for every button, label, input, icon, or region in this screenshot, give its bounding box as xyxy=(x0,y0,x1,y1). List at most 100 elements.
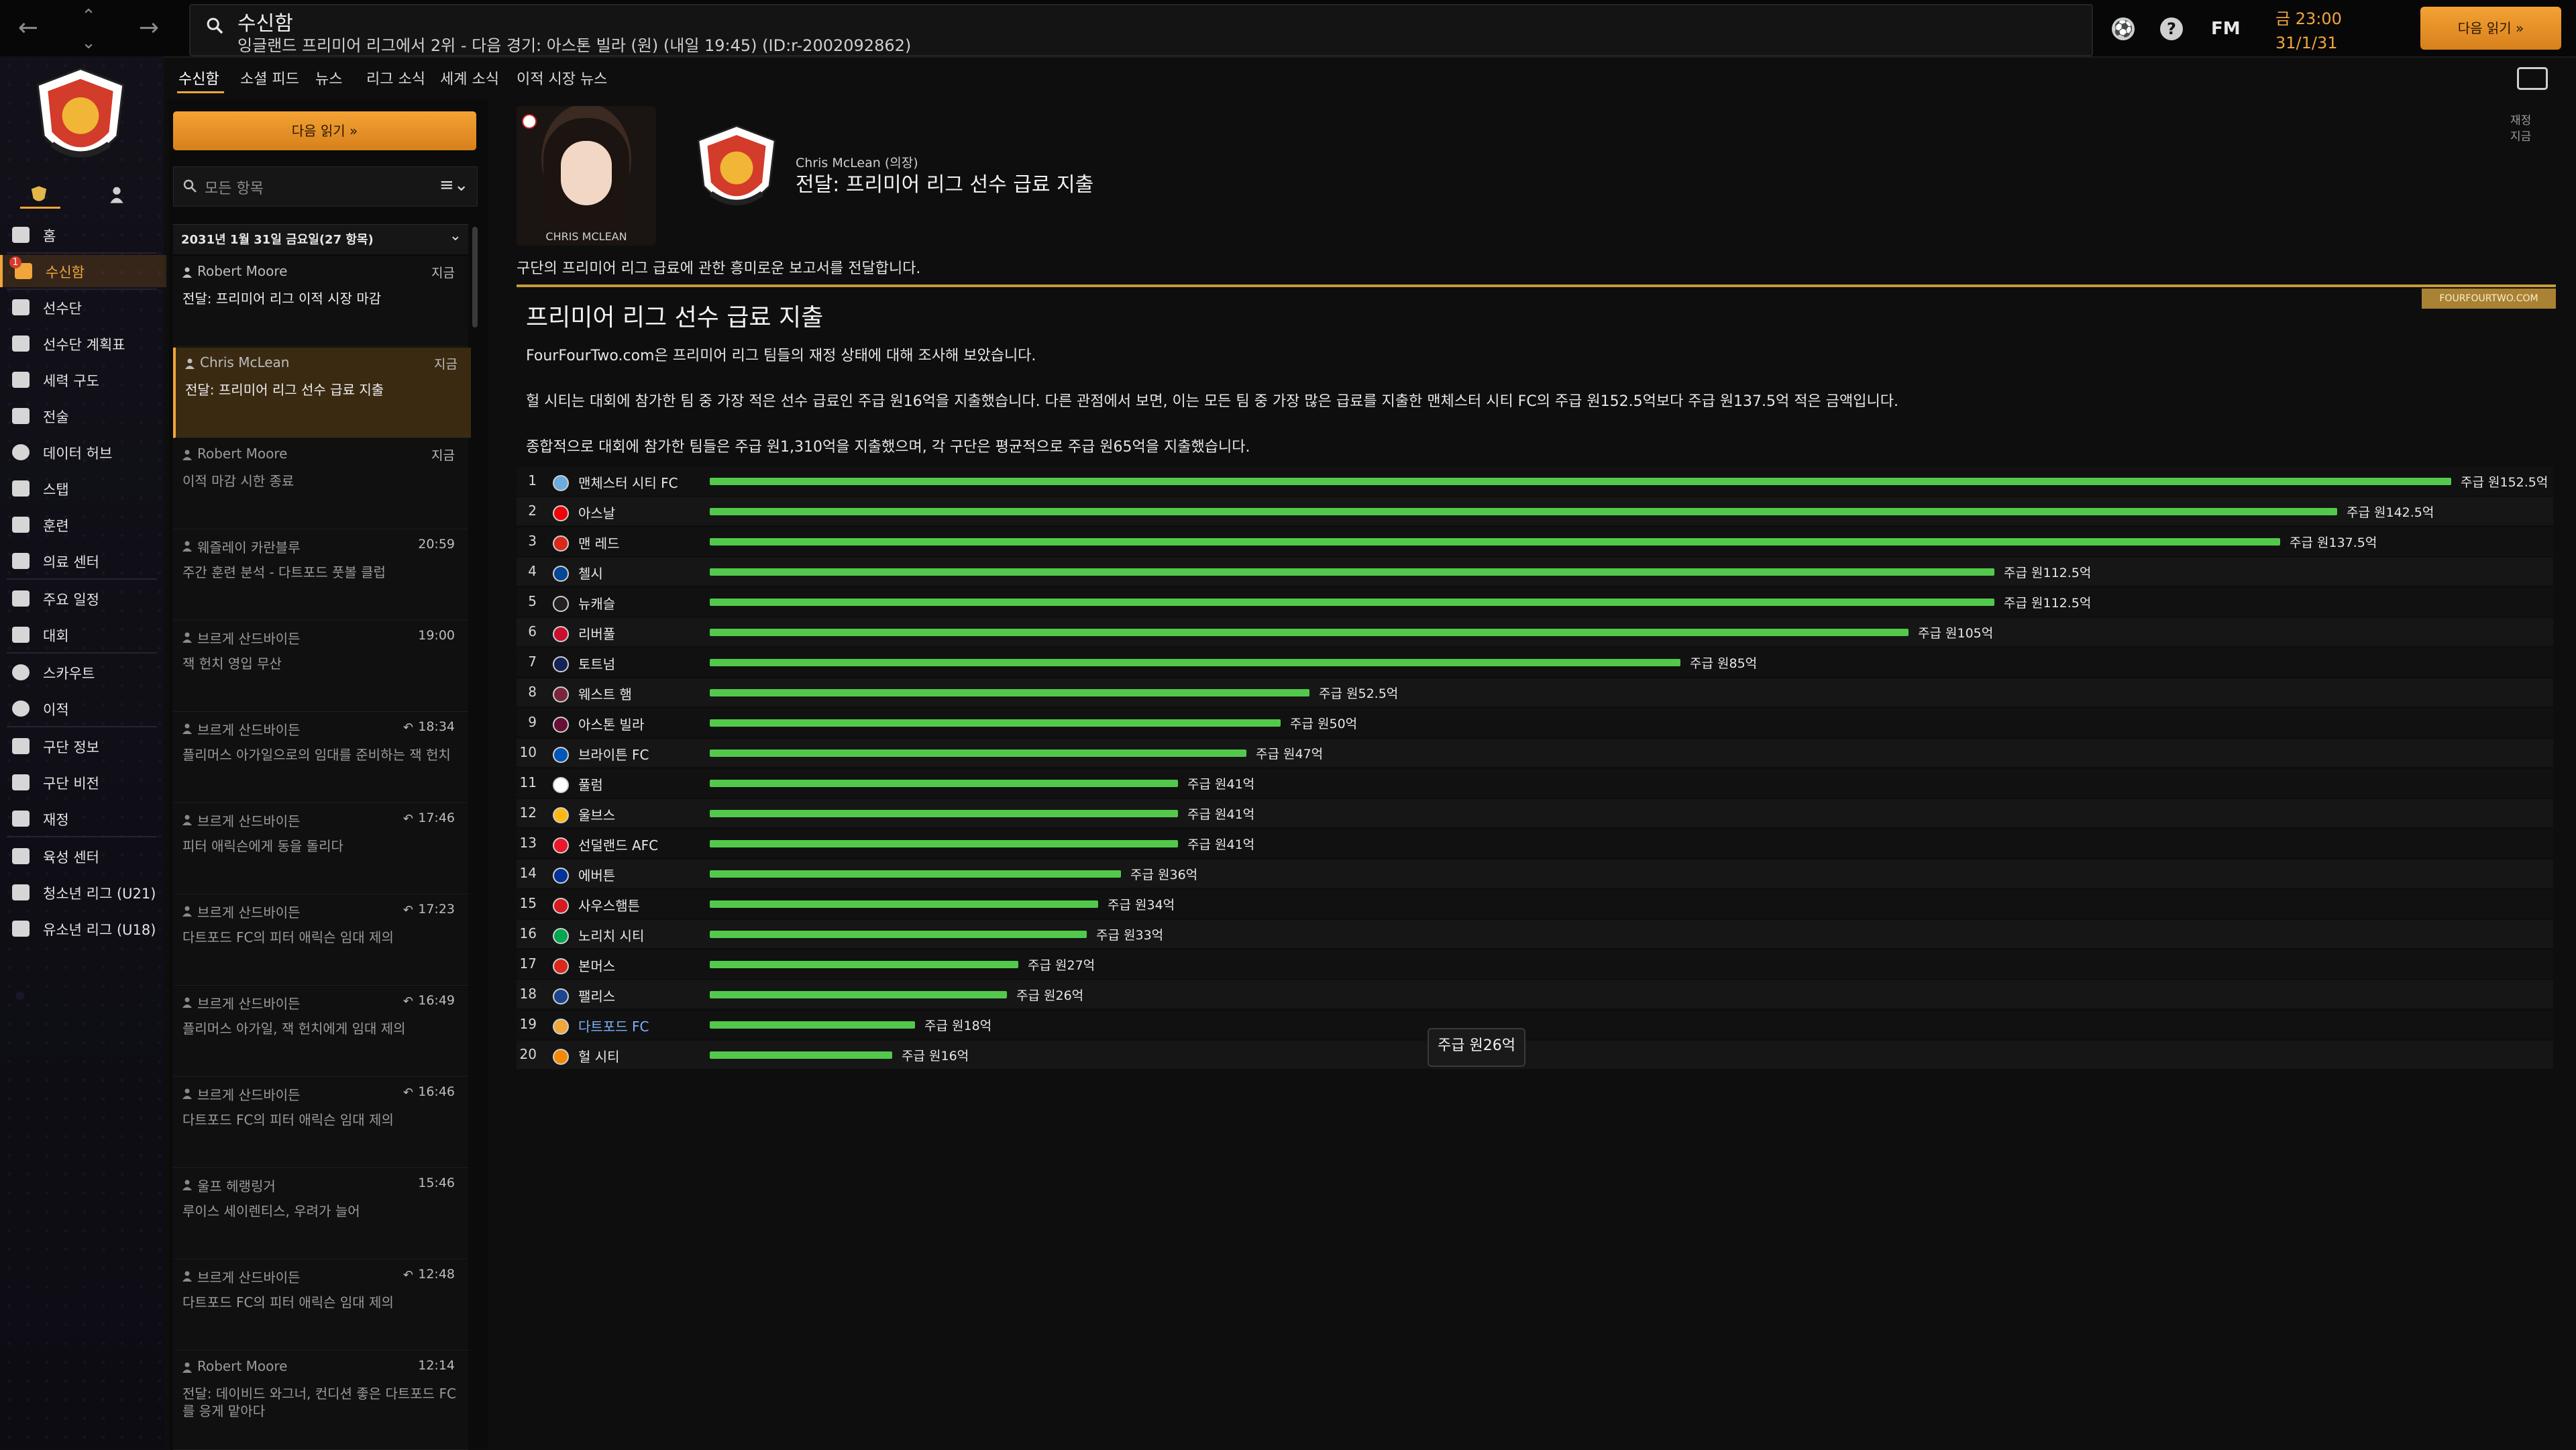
chart-row[interactable]: 7 토트넘 주급 원85억 xyxy=(517,648,2553,676)
wage-bar[interactable] xyxy=(710,599,1994,606)
chart-row[interactable]: 18 팰리스 주급 원26억 xyxy=(517,980,2553,1008)
club-name[interactable]: 맨체스터 시티 FC xyxy=(578,475,678,491)
club-name[interactable]: 웨스트 햄 xyxy=(578,686,632,703)
club-name[interactable]: 아스톤 빌라 xyxy=(578,717,645,733)
wage-bar[interactable] xyxy=(710,629,1909,636)
manager-icon[interactable] xyxy=(107,185,126,204)
sidebar-item-development[interactable]: 육성 센터 xyxy=(0,840,164,872)
fm-logo[interactable]: FM xyxy=(2211,19,2241,39)
message-item[interactable]: 울프 헤랭링거 15:46 루이스 세이렌티스, 우려가 늘어 xyxy=(173,1169,468,1259)
wage-bar[interactable] xyxy=(710,1021,915,1029)
down-arrow-icon[interactable]: ⌄ xyxy=(81,33,96,53)
wage-bar[interactable] xyxy=(710,659,1680,666)
wage-bar[interactable] xyxy=(710,870,1121,878)
wage-bar[interactable] xyxy=(710,719,1281,727)
club-name[interactable]: 에버튼 xyxy=(578,868,616,884)
wage-bar[interactable] xyxy=(710,810,1178,817)
club-name[interactable]: 울브스 xyxy=(578,807,616,823)
wage-bar[interactable] xyxy=(710,931,1087,938)
sidebar-item-finances[interactable]: 재정 xyxy=(0,802,164,835)
message-item[interactable]: Robert Moore 지금 전달: 프리미어 리그 이적 시장 마감 xyxy=(173,256,468,347)
date-group-header[interactable]: 2031년 1월 31일 금요일(27 항목) ⌄ xyxy=(173,224,468,254)
filter-input[interactable]: 모든 항목 xyxy=(205,180,264,197)
club-crest-icon[interactable] xyxy=(30,64,131,177)
club-name[interactable]: 팰리스 xyxy=(578,988,616,1004)
club-name[interactable]: 아스날 xyxy=(578,505,616,521)
tab-social-feed[interactable]: 소셜 피드 xyxy=(240,71,299,88)
chart-row[interactable]: 8 웨스트 햄 주급 원52.5억 xyxy=(517,678,2553,707)
club-name[interactable]: 뉴캐슬 xyxy=(578,596,616,612)
club-name[interactable]: 다트포드 FC xyxy=(578,1019,649,1035)
chart-row[interactable]: 19 다트포드 FC 주급 원18억 xyxy=(517,1011,2553,1039)
chart-row[interactable]: 20 헐 시티 주급 원16억 xyxy=(517,1041,2553,1069)
message-item[interactable]: Robert Moore 12:14 전달: 데이비드 와그너, 컨디션 좋은 … xyxy=(173,1351,468,1450)
up-arrow-icon[interactable]: ⌃ xyxy=(81,6,96,26)
wage-bar[interactable] xyxy=(710,568,1994,576)
chart-row[interactable]: 5 뉴캐슬 주급 원112.5억 xyxy=(517,588,2553,616)
wage-bar[interactable] xyxy=(710,538,2280,546)
message-item[interactable]: 브르게 산드바이든 19:00 잭 헌치 영입 무산 xyxy=(173,621,468,712)
sidebar-item-medical[interactable]: 의료 센터 xyxy=(0,545,164,577)
message-from[interactable]: Chris McLean (의장) xyxy=(796,156,918,170)
sidebar-item-schedule[interactable]: 주요 일정 xyxy=(0,582,164,615)
sidebar-item-u21[interactable]: 청소년 리그 (U21) xyxy=(0,876,164,909)
chart-row[interactable]: 15 사우스햄튼 주급 원34억 xyxy=(517,890,2553,918)
club-name[interactable]: 브라이튼 FC xyxy=(578,747,649,763)
chart-row[interactable]: 16 노리치 시티 주급 원33억 xyxy=(517,920,2553,948)
message-item[interactable]: 브르게 산드바이든 ↶ 17:46 피터 애릭슨에게 동을 돌리다 xyxy=(173,804,468,894)
view-settings-icon[interactable] xyxy=(2517,67,2548,90)
continue-button[interactable]: 다음 읽기 » xyxy=(2420,7,2561,50)
message-item[interactable]: Robert Moore 지금 이적 마감 시한 종료 xyxy=(173,439,468,529)
next-message-button[interactable]: 다음 읽기 » xyxy=(173,111,476,150)
chart-row[interactable]: 13 선덜랜드 AFC 주급 원41억 xyxy=(517,829,2553,858)
chart-row[interactable]: 10 브라이튼 FC 주급 원47억 xyxy=(517,739,2553,767)
sidebar-item-dynamics[interactable]: 세력 구도 xyxy=(0,364,164,396)
sidebar-item-training[interactable]: 훈련 xyxy=(0,509,164,541)
tab-inbox[interactable]: 수신함 xyxy=(178,71,219,88)
help-icon[interactable]: ? xyxy=(2160,17,2183,40)
wage-bar[interactable] xyxy=(710,991,1007,998)
sidebar-item-data-hub[interactable]: 데이터 허브 xyxy=(0,436,164,468)
tab-league-news[interactable]: 리그 소식 xyxy=(366,71,425,88)
sidebar-item-squad[interactable]: 선수단 xyxy=(0,291,164,323)
chart-row[interactable]: 11 풀럼 주급 원41억 xyxy=(517,769,2553,797)
chart-row[interactable]: 4 첼시 주급 원112.5억 xyxy=(517,558,2553,586)
sidebar-item-home[interactable]: 홈 xyxy=(0,219,164,251)
sort-menu-icon[interactable]: ≡⌄ xyxy=(439,175,469,195)
club-name[interactable]: 선덜랜드 AFC xyxy=(578,837,659,853)
sidebar-item-competitions[interactable]: 대회 xyxy=(0,619,164,651)
wage-bar[interactable] xyxy=(710,900,1098,908)
club-name[interactable]: 사우스햄튼 xyxy=(578,898,640,914)
soccer-ball-icon[interactable]: ⚽ xyxy=(2112,17,2135,40)
message-item[interactable]: 브르게 산드바이든 ↶ 18:34 플리머스 아가일으로의 임대를 준비하는 잭… xyxy=(173,713,468,803)
club-name[interactable]: 노리치 시티 xyxy=(578,928,645,944)
wage-bar[interactable] xyxy=(710,478,2451,485)
sidebar-item-transfers[interactable]: 이적 xyxy=(0,692,164,725)
chart-row[interactable]: 12 울브스 주급 원41억 xyxy=(517,799,2553,827)
back-arrow-icon[interactable]: ← xyxy=(17,14,39,42)
chart-row[interactable]: 14 에버튼 주급 원36억 xyxy=(517,860,2553,888)
sidebar-item-club-info[interactable]: 구단 정보 xyxy=(0,730,164,762)
chevron-down-icon[interactable]: ⌄ xyxy=(449,227,462,244)
club-name[interactable]: 본머스 xyxy=(578,958,616,974)
chart-row[interactable]: 1 맨체스터 시티 FC 주급 원152.5억 xyxy=(517,467,2553,495)
wage-bar[interactable] xyxy=(710,508,2337,515)
tab-news[interactable]: 뉴스 xyxy=(315,71,343,88)
club-crest-icon[interactable] xyxy=(691,121,782,224)
club-name[interactable]: 첼시 xyxy=(578,566,603,582)
sidebar-item-inbox[interactable]: 1 수신함 xyxy=(0,255,166,287)
wage-bar[interactable] xyxy=(710,689,1309,696)
club-name[interactable]: 맨 레드 xyxy=(578,535,620,552)
sidebar-item-club-vision[interactable]: 구단 비전 xyxy=(0,766,164,798)
inbox-filter[interactable]: 모든 항목 ≡⌄ xyxy=(173,166,478,207)
wage-bar[interactable] xyxy=(710,780,1178,787)
wage-bar[interactable] xyxy=(710,840,1178,847)
message-item[interactable]: 브르게 산드바이든 ↶ 16:46 다트포드 FC의 피터 애릭슨 임대 제의 xyxy=(173,1078,468,1168)
inbox-scrollbar[interactable] xyxy=(472,227,478,327)
chart-row[interactable]: 3 맨 레드 주급 원137.5억 xyxy=(517,527,2553,556)
tab-transfer-news[interactable]: 이적 시장 뉴스 xyxy=(517,71,608,88)
wage-bar[interactable] xyxy=(710,961,1018,968)
club-name[interactable]: 풀럼 xyxy=(578,777,603,793)
global-search[interactable]: 수신함 잉글랜드 프리미어 리그에서 2위 - 다음 경기: 아스톤 빌라 (원… xyxy=(189,4,2093,56)
sidebar-item-tactics[interactable]: 전술 xyxy=(0,400,164,432)
